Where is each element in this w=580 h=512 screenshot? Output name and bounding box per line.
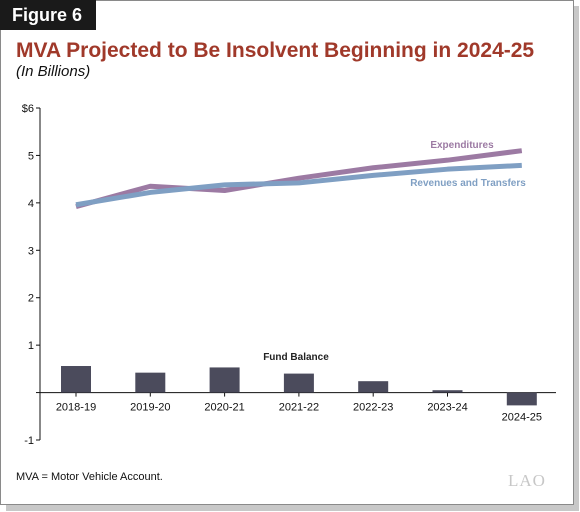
fund-balance-bar — [135, 372, 166, 393]
series-lines — [75, 148, 523, 210]
chart-labels: 2018-19 2019-20 2020-21 2021-22 2022-23 2023-… — [56, 140, 542, 423]
y-tick-label: -1 — [24, 435, 34, 447]
footnote: MVA = Motor Vehicle Account. — [16, 471, 163, 483]
y-tick-label: 3 — [28, 245, 34, 257]
y-tick-label: 2 — [28, 293, 34, 305]
figure-label: Figure 6 — [0, 0, 97, 30]
x-tick-label: 2021-22 — [279, 402, 319, 414]
x-tick-label: 2019-20 — [130, 402, 170, 414]
series-label-revenues: Revenues and Transfers — [410, 178, 526, 189]
frame-shadow-right — [574, 6, 579, 511]
y-tick-label: $6 — [22, 103, 34, 115]
series-label-expenditures: Expenditures — [430, 140, 494, 151]
fund-balance-bar — [432, 390, 463, 393]
frame-shadow-bottom — [6, 505, 579, 511]
x-tick-label: 2020-21 — [204, 402, 244, 414]
lao-logo: LAO — [508, 471, 546, 490]
x-tick-label: 2018-19 — [56, 402, 96, 414]
figure-frame — [0, 0, 574, 505]
fund-balance-bar — [61, 366, 91, 393]
chart-subtitle: (In Billions) — [16, 63, 91, 80]
series-label-fund-balance: Fund Balance — [263, 352, 329, 363]
x-tick-label: 2023-24 — [427, 402, 467, 414]
x-tick-label: 2022-23 — [353, 402, 393, 414]
series-line-expenditures — [75, 148, 523, 210]
fund-balance-bar — [506, 392, 537, 406]
y-tick-label: 1 — [28, 340, 34, 352]
chart-title: MVA Projected to Be Insolvent Beginning … — [16, 39, 535, 62]
fund-balance-bars — [61, 366, 537, 406]
y-tick-label: 4 — [28, 198, 34, 210]
fund-balance-bar — [283, 373, 314, 393]
y-tick-label: 5 — [28, 150, 34, 162]
fund-balance-bar — [358, 381, 389, 393]
series-line-revenues — [75, 162, 522, 208]
fund-balance-bar — [209, 367, 240, 393]
x-tick-label: 2024-25 — [502, 411, 542, 423]
